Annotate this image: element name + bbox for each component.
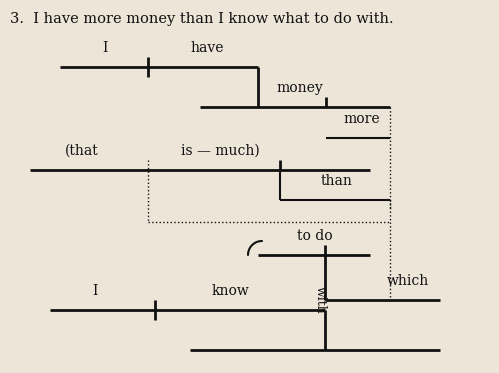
Text: than: than [321,174,353,188]
Text: which: which [387,274,429,288]
Text: with: with [313,286,326,314]
Text: to do: to do [297,229,333,243]
Text: is — much): is — much) [181,144,259,158]
Text: (that: (that [65,144,99,158]
Text: I: I [92,284,98,298]
Text: I: I [102,41,108,55]
Text: more: more [344,112,380,126]
Text: know: know [211,284,249,298]
Text: money: money [276,81,323,95]
Text: have: have [190,41,224,55]
Text: 3.  I have more money than I know what to do with.: 3. I have more money than I know what to… [10,12,394,26]
